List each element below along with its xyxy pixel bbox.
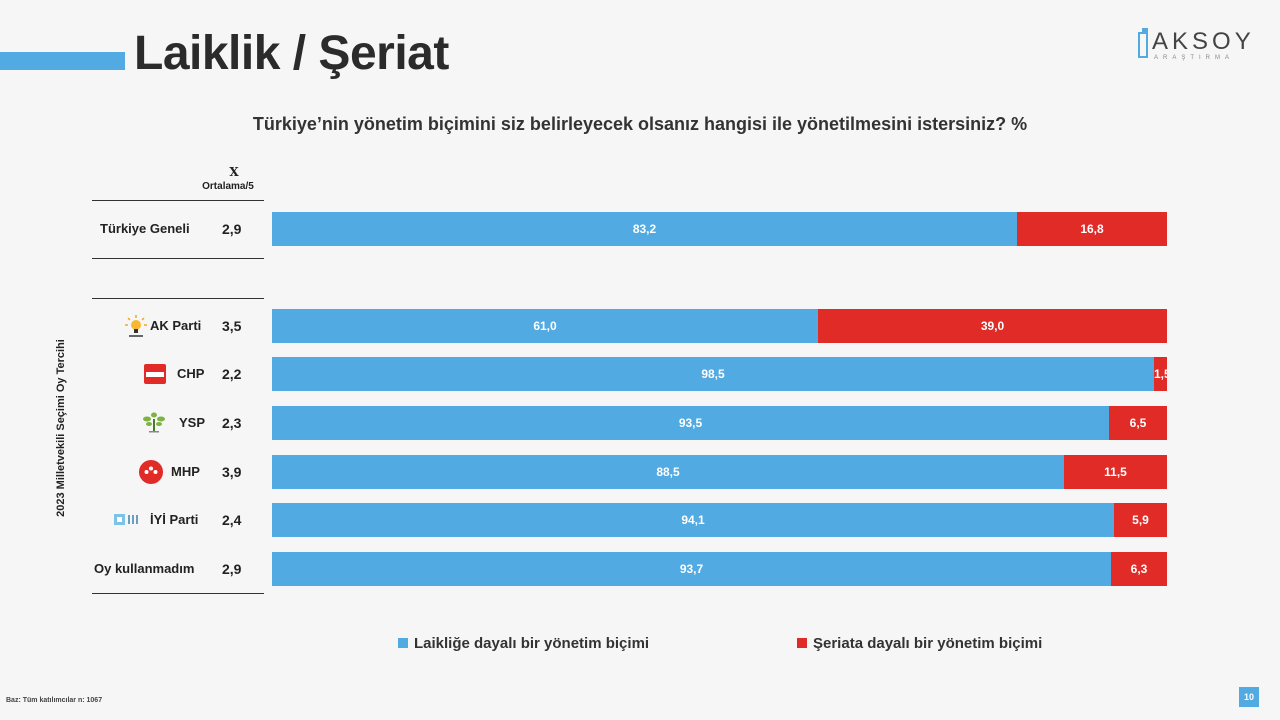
data-label: 6,3	[1130, 562, 1148, 576]
category-label: Türkiye Geneli	[100, 221, 190, 236]
chart-row: Türkiye Geneli 2,9 83,2 16,8	[0, 212, 1280, 246]
category-label: MHP	[171, 464, 200, 479]
category-label: AK Parti	[150, 318, 202, 333]
bar-seriat	[1114, 503, 1167, 537]
mean-header: Ortalama/5	[202, 181, 254, 192]
brand-logo: AKSOY ARAŞTIRMA	[1138, 28, 1262, 68]
survey-question: Türkiye’nin yönetim biçimini siz belirle…	[252, 114, 1028, 134]
divider-line	[92, 258, 264, 259]
mean-value: 2,3	[222, 415, 242, 431]
page-number: 10	[1239, 687, 1259, 707]
bar-seriat	[1109, 406, 1167, 440]
data-label: 39,0	[980, 319, 1005, 333]
data-label: 94,1	[681, 513, 705, 527]
bar-laik	[272, 309, 818, 343]
data-label: 88,5	[656, 465, 680, 479]
logo-subtext: ARAŞTIRMA	[1154, 55, 1235, 61]
data-label: 93,7	[679, 562, 704, 576]
data-label: 16,8	[1080, 222, 1104, 236]
chart-row: CHP 2,2 98,5 1,5	[0, 357, 1280, 391]
logo-text: AKSOY	[1152, 28, 1255, 55]
iyi-logo-icon	[112, 508, 142, 532]
bar-laik	[272, 503, 1114, 537]
bar-laik	[272, 212, 1017, 246]
bar-laik	[272, 455, 1064, 489]
data-label: 1,5	[1154, 367, 1167, 381]
data-label: 93,5	[678, 416, 703, 430]
chart-row: YSP 2,3 93,5 6,5	[0, 406, 1280, 440]
chart-row: MHP 3,9 88,5 11,5	[0, 455, 1280, 489]
data-label: 11,5	[1104, 465, 1127, 479]
bar-laik	[272, 406, 1109, 440]
mean-value: 3,9	[222, 464, 242, 480]
bar-seriat	[1017, 212, 1167, 246]
chp-logo-icon	[144, 362, 166, 386]
data-label: 98,5	[701, 367, 725, 381]
data-label: 83,2	[632, 222, 657, 236]
category-label: CHP	[177, 366, 205, 381]
bar-seriat	[1064, 455, 1167, 489]
bar-seriat	[1154, 357, 1167, 391]
legend-swatch-laik	[398, 638, 408, 648]
mean-value: 2,9	[222, 561, 242, 577]
divider-line	[92, 593, 264, 594]
mean-symbol: X	[229, 165, 239, 179]
legend-swatch-seriat	[797, 638, 807, 648]
title-accent-bar	[0, 52, 125, 70]
legend-item-seriat: Şeriata dayalı bir yönetim biçimi	[797, 634, 1042, 654]
bar-seriat	[818, 309, 1167, 343]
divider-line	[92, 298, 264, 299]
base-footnote: Baz: Tüm katılımcılar n: 1067	[6, 697, 103, 704]
category-label: YSP	[179, 415, 206, 430]
legend-label: Şeriata dayalı bir yönetim biçimi	[813, 635, 1043, 652]
page-title: Laiklik / Şeriat	[134, 27, 449, 80]
category-label: Oy kullanmadım	[94, 561, 195, 576]
bar-seriat	[1111, 552, 1167, 586]
mean-value: 3,5	[222, 318, 242, 334]
legend-label: Laikliğe dayalı bir yönetim biçimi	[414, 635, 650, 652]
logo-mark-icon	[1138, 28, 1148, 58]
bar-laik	[272, 357, 1154, 391]
mean-value: 2,4	[222, 512, 242, 528]
akp-bulb-icon	[124, 314, 148, 338]
data-label: 61,0	[533, 319, 557, 333]
divider-line	[92, 200, 264, 201]
data-label: 5,9	[1132, 513, 1149, 527]
chart-row: Oy kullanmadım 2,9 93,7 6,3	[0, 552, 1280, 586]
ysp-tree-icon	[139, 411, 169, 435]
bar-laik	[272, 552, 1111, 586]
chart-row: İYİ Parti 2,4 94,1 5,9	[0, 503, 1280, 537]
data-label: 6,5	[1129, 416, 1147, 430]
mean-value: 2,9	[222, 221, 242, 237]
legend-item-laik: Laikliğe dayalı bir yönetim biçimi	[398, 634, 649, 654]
chart-row: AK Parti 3,5 61,0 39,0	[0, 309, 1280, 343]
mean-value: 2,2	[222, 366, 242, 382]
category-label: İYİ Parti	[150, 512, 199, 527]
mhp-crescent-icon	[139, 460, 163, 484]
